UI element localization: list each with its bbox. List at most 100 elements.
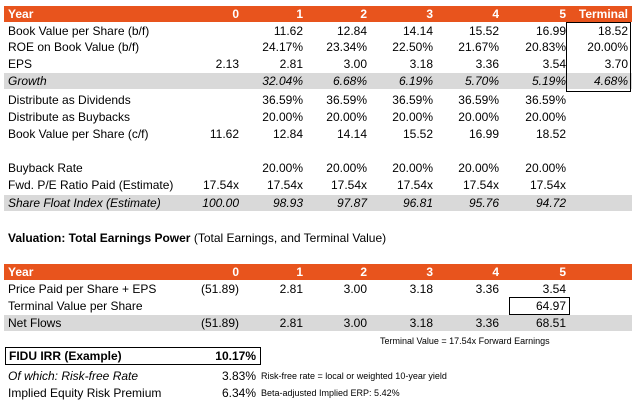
table-cell: 20.00% bbox=[392, 110, 433, 124]
table-cell: 24.17% bbox=[262, 40, 303, 54]
table-cell bbox=[566, 195, 628, 211]
table-cell: 2.13 bbox=[215, 57, 239, 71]
table-cell: 5.19% bbox=[531, 74, 566, 88]
table-cell bbox=[566, 109, 628, 125]
table-cell: 36.59% bbox=[458, 93, 499, 107]
row-label: Distribute as Buybacks bbox=[8, 110, 131, 124]
table-cell bbox=[179, 160, 239, 176]
table-cell: 3.18 bbox=[409, 316, 433, 330]
valuation-title: Valuation: Total Earnings Power (Total E… bbox=[8, 230, 386, 246]
table-cell: 3.18 bbox=[409, 282, 433, 296]
table-cell: 3.54 bbox=[542, 282, 566, 296]
table-cell: 6.68% bbox=[332, 74, 367, 88]
table-cell: 2.81 bbox=[279, 282, 303, 296]
header-year: Year bbox=[8, 7, 34, 21]
row-label: Terminal Value per Share bbox=[8, 299, 143, 313]
header-col-4: 4 bbox=[492, 7, 499, 21]
table-cell: 2.81 bbox=[279, 57, 303, 71]
table-cell bbox=[179, 92, 239, 108]
table-row: Price Paid per Share + EPS (51.89) 2.81 3.0… bbox=[4, 281, 632, 297]
table-cell: 64.97 bbox=[535, 299, 566, 313]
table-cell: 3.36 bbox=[475, 57, 499, 71]
table-cell: 95.76 bbox=[468, 196, 499, 210]
table-cell: 4.68% bbox=[593, 74, 628, 88]
irr-label: FIDU IRR (Example) bbox=[9, 349, 122, 363]
table-cell: (51.89) bbox=[200, 316, 239, 330]
terminal-value-box bbox=[509, 297, 570, 315]
row-label: Growth bbox=[8, 74, 47, 88]
table-cell: 20.00% bbox=[458, 110, 499, 124]
table-cell bbox=[179, 39, 239, 55]
table-cell: 94.72 bbox=[535, 196, 566, 210]
header2-col-3: 3 bbox=[426, 265, 433, 279]
table-cell: 3.00 bbox=[343, 57, 367, 71]
table-cell bbox=[303, 298, 367, 314]
row-label: Book Value per Share (b/f) bbox=[8, 24, 150, 38]
row-label: Price Paid per Share + EPS bbox=[8, 282, 157, 296]
risk-free-label: Of which: Risk-free Rate bbox=[8, 369, 139, 383]
table-row: Distribute as Dividends 36.59% 36.59% 36.59… bbox=[4, 92, 632, 108]
table-cell: 16.99 bbox=[468, 127, 499, 141]
table-header-row: Year 0 1 2 3 4 5 Terminal bbox=[4, 6, 632, 22]
row-label: Book Value per Share (c/f) bbox=[8, 127, 149, 141]
table-cell: 96.81 bbox=[402, 196, 433, 210]
header2-col-2: 2 bbox=[360, 265, 367, 279]
header-col-1: 1 bbox=[296, 7, 303, 21]
table-cell: 3.36 bbox=[475, 316, 499, 330]
table-cell: 14.14 bbox=[336, 127, 367, 141]
table-cell: 3.00 bbox=[343, 316, 367, 330]
valuation-title-bold: Valuation: Total Earnings Power bbox=[8, 231, 191, 245]
table2-header-row: Year 0 1 2 3 4 5 bbox=[4, 264, 632, 280]
row-label: Fwd. P/E Ratio Paid (Estimate) bbox=[8, 178, 174, 192]
table-cell: 36.59% bbox=[326, 93, 367, 107]
row-label: Buyback Rate bbox=[8, 161, 83, 175]
table-cell: 20.00% bbox=[458, 161, 499, 175]
table-cell: 18.52 bbox=[597, 24, 628, 38]
table-row: EPS 2.13 2.81 3.00 3.18 3.36 3.54 3.70 bbox=[4, 56, 632, 72]
table-cell: 14.14 bbox=[402, 24, 433, 38]
table-cell: 20.00% bbox=[392, 161, 433, 175]
erp-value: 6.34% bbox=[221, 386, 256, 400]
table-cell: 20.00% bbox=[587, 40, 628, 54]
table-cell: 20.00% bbox=[262, 110, 303, 124]
risk-free-note: Risk-free rate = local or weighted 10-ye… bbox=[261, 371, 447, 381]
table-cell: 20.00% bbox=[525, 161, 566, 175]
table-cell: 23.34% bbox=[326, 40, 367, 54]
table-cell: 17.54x bbox=[462, 178, 499, 192]
header2-col-4: 4 bbox=[492, 265, 499, 279]
table-cell: 3.18 bbox=[409, 57, 433, 71]
table-row: Net Flows (51.89) 2.81 3.00 3.18 3.36 68.51 bbox=[4, 315, 632, 331]
row-label: Net Flows bbox=[8, 316, 62, 330]
table-cell bbox=[566, 92, 628, 108]
table-cell: 20.00% bbox=[525, 110, 566, 124]
table-cell: 3.54 bbox=[542, 57, 566, 71]
table-cell: 17.54x bbox=[330, 178, 367, 192]
row-label: Distribute as Dividends bbox=[8, 93, 131, 107]
table-row: Distribute as Buybacks 20.00% 20.00% 20.00%… bbox=[4, 109, 632, 125]
table-cell: 15.52 bbox=[468, 24, 499, 38]
table-cell bbox=[367, 298, 433, 314]
table-cell: 21.67% bbox=[458, 40, 499, 54]
table-cell: 16.99 bbox=[535, 24, 566, 38]
table-row: Terminal Value per Share 64.97 bbox=[4, 298, 632, 314]
table-row: Share Float Index (Estimate) 100.00 98.93 9… bbox=[4, 195, 632, 211]
table-cell: 17.54x bbox=[202, 178, 239, 192]
table-cell: 20.00% bbox=[262, 161, 303, 175]
table-cell bbox=[566, 177, 628, 193]
table-cell: 20.83% bbox=[525, 40, 566, 54]
table-cell: 100.00 bbox=[202, 196, 239, 210]
table-cell: 5.70% bbox=[464, 74, 499, 88]
table-cell bbox=[239, 298, 303, 314]
table-cell: 15.52 bbox=[402, 127, 433, 141]
table-cell: 12.84 bbox=[272, 127, 303, 141]
table-cell: 36.59% bbox=[525, 93, 566, 107]
table-cell: 36.59% bbox=[392, 93, 433, 107]
table-row: ROE on Book Value (b/f) 24.17% 23.34% 22.50… bbox=[4, 39, 632, 55]
table-cell: 22.50% bbox=[392, 40, 433, 54]
table-cell: 68.51 bbox=[535, 316, 566, 330]
header-col-5: 5 bbox=[559, 7, 566, 21]
table-cell: 17.54x bbox=[529, 178, 566, 192]
table-cell: 36.59% bbox=[262, 93, 303, 107]
table-cell: 20.00% bbox=[326, 161, 367, 175]
table-cell bbox=[179, 23, 239, 39]
